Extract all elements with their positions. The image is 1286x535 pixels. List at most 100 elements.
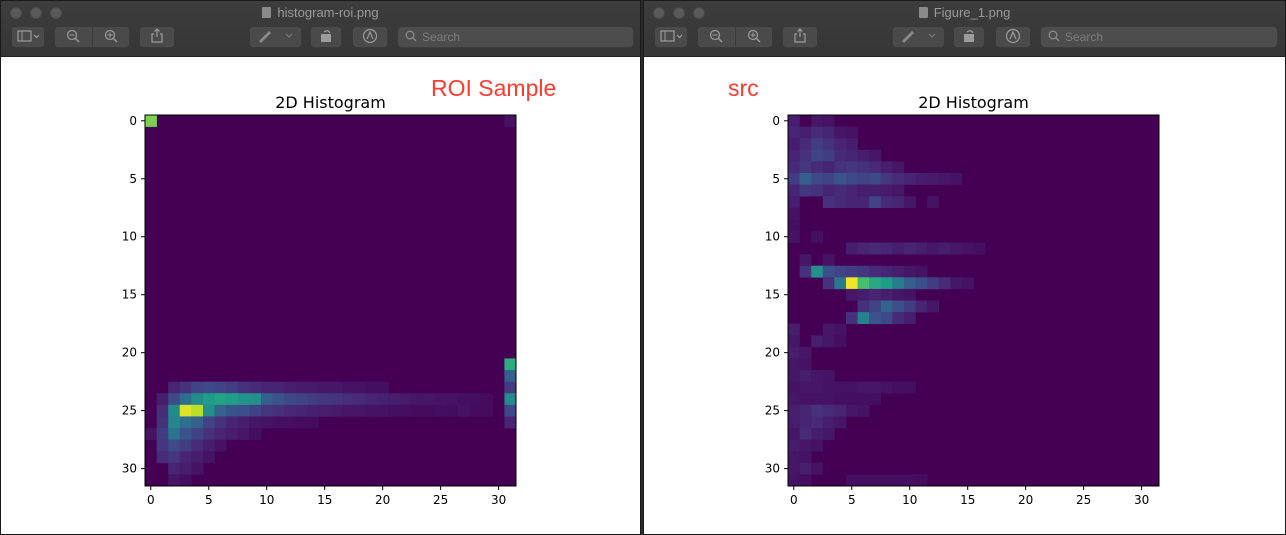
zoom-out-button[interactable] xyxy=(55,27,92,47)
heatmap-cell xyxy=(811,184,824,197)
markup-button[interactable] xyxy=(352,26,388,48)
annotation-label: ROI Sample xyxy=(431,75,557,101)
heatmap-cell xyxy=(179,462,192,475)
heatmap-cell xyxy=(249,416,262,429)
markup-pen-button[interactable] xyxy=(249,26,302,48)
heatmap-cell xyxy=(202,393,215,406)
heatmap-cell xyxy=(376,381,389,394)
sidebar-toggle-button[interactable] xyxy=(11,26,45,48)
heatmap-cell xyxy=(880,300,893,313)
heatmap-cell xyxy=(237,393,250,406)
zoom-in-button[interactable] xyxy=(736,27,773,47)
share-button[interactable] xyxy=(782,26,818,48)
heatmap-cell xyxy=(365,393,378,406)
zoom-out-button[interactable] xyxy=(698,27,735,47)
window-title-text: Figure_1.png xyxy=(933,5,1011,20)
heatmap-cell xyxy=(869,184,882,197)
heatmap-cell xyxy=(214,404,227,417)
y-tick-label: 10 xyxy=(765,230,780,244)
heatmap-cell xyxy=(249,393,262,406)
heatmap-cell xyxy=(903,312,916,324)
heatmap-cell xyxy=(272,393,285,406)
heatmap-cell xyxy=(376,393,389,406)
rotate-button[interactable] xyxy=(953,26,985,48)
heatmap-cell xyxy=(272,416,285,429)
heatmap-cell xyxy=(353,381,366,394)
search-field[interactable]: Search xyxy=(397,26,634,48)
minimize-button[interactable] xyxy=(673,7,685,19)
pen-icon xyxy=(256,29,296,46)
zoom-in-button[interactable] xyxy=(93,27,130,47)
heatmap-cell xyxy=(411,393,424,406)
heatmap-cell xyxy=(857,265,870,278)
heatmap-cell xyxy=(295,381,308,394)
heatmap-cell xyxy=(822,149,835,162)
markup-pen-button[interactable] xyxy=(892,26,945,48)
heatmap-cell xyxy=(799,138,812,151)
heatmap-cell xyxy=(869,312,882,324)
heatmap-cell xyxy=(822,254,835,267)
heatmap-cell xyxy=(834,138,847,151)
heatmap-cell xyxy=(388,393,401,406)
share-button[interactable] xyxy=(139,26,175,48)
zoom-button[interactable] xyxy=(50,7,62,19)
heatmap-cell xyxy=(342,393,354,406)
heatmap-cell xyxy=(214,439,227,452)
y-tick-label: 10 xyxy=(122,230,137,244)
heatmap-cell xyxy=(799,416,812,429)
heatmap-cell xyxy=(938,172,951,185)
heatmap-cell xyxy=(799,462,812,475)
heatmap-cell xyxy=(504,381,517,394)
sidebar-toggle-button[interactable] xyxy=(654,26,688,48)
heatmap-cell xyxy=(834,196,847,209)
heatmap-cell xyxy=(892,277,905,290)
heatmap-cell xyxy=(903,300,916,313)
rotate-button[interactable] xyxy=(310,26,342,48)
heatmap-cell xyxy=(845,242,858,255)
x-tick-label: 30 xyxy=(1134,493,1149,507)
heatmap-cell xyxy=(811,439,824,452)
heatmap-cell xyxy=(260,381,273,394)
heatmap-cell xyxy=(811,462,824,475)
heatmap-cell xyxy=(880,161,893,174)
heatmap-cell xyxy=(892,184,905,197)
markup-button[interactable] xyxy=(995,26,1031,48)
search-field[interactable]: Search xyxy=(1040,26,1278,48)
plot-frame xyxy=(144,114,517,487)
histogram-chart: 2D Histogram 0 5 10 15 20 25 30 0 5 10 15 20 25 30 xyxy=(122,93,517,507)
heatmap-cell xyxy=(938,242,951,255)
heatmap-cell xyxy=(376,404,389,417)
heatmap-cell xyxy=(504,416,517,429)
close-button[interactable] xyxy=(653,7,665,19)
plot-frame xyxy=(787,114,1160,487)
heatmap-cell xyxy=(845,149,858,162)
annotation-label: src xyxy=(728,75,759,101)
heatmap-cell xyxy=(857,288,870,301)
heatmap-cell xyxy=(214,393,227,406)
heatmap-cell xyxy=(799,254,812,267)
heatmap-cell xyxy=(191,416,204,429)
heatmap-cell xyxy=(822,323,835,336)
heatmap-cell xyxy=(880,196,893,209)
heatmap-cell xyxy=(880,277,893,290)
heatmap-cell xyxy=(915,265,928,278)
heatmap-cell xyxy=(822,277,835,290)
heatmap-cell xyxy=(938,277,951,290)
heatmap-cell xyxy=(237,381,250,394)
heatmap-cell xyxy=(892,242,905,255)
heatmap-cell xyxy=(857,474,870,487)
heatmap-cell xyxy=(799,265,812,278)
minimize-button[interactable] xyxy=(30,7,42,19)
close-button[interactable] xyxy=(10,7,22,19)
zoom-in-icon xyxy=(104,29,118,46)
heatmap-cell xyxy=(237,404,250,417)
heatmap-cell xyxy=(330,404,343,417)
heatmap-cell xyxy=(927,196,940,209)
heatmap-cell xyxy=(927,172,940,185)
zoom-button[interactable] xyxy=(693,7,705,19)
heatmap-cell xyxy=(845,381,858,394)
heatmap-cell xyxy=(811,126,824,139)
heatmap-cell xyxy=(799,381,812,394)
heatmap-cell xyxy=(892,265,905,278)
traffic-lights xyxy=(10,7,62,19)
